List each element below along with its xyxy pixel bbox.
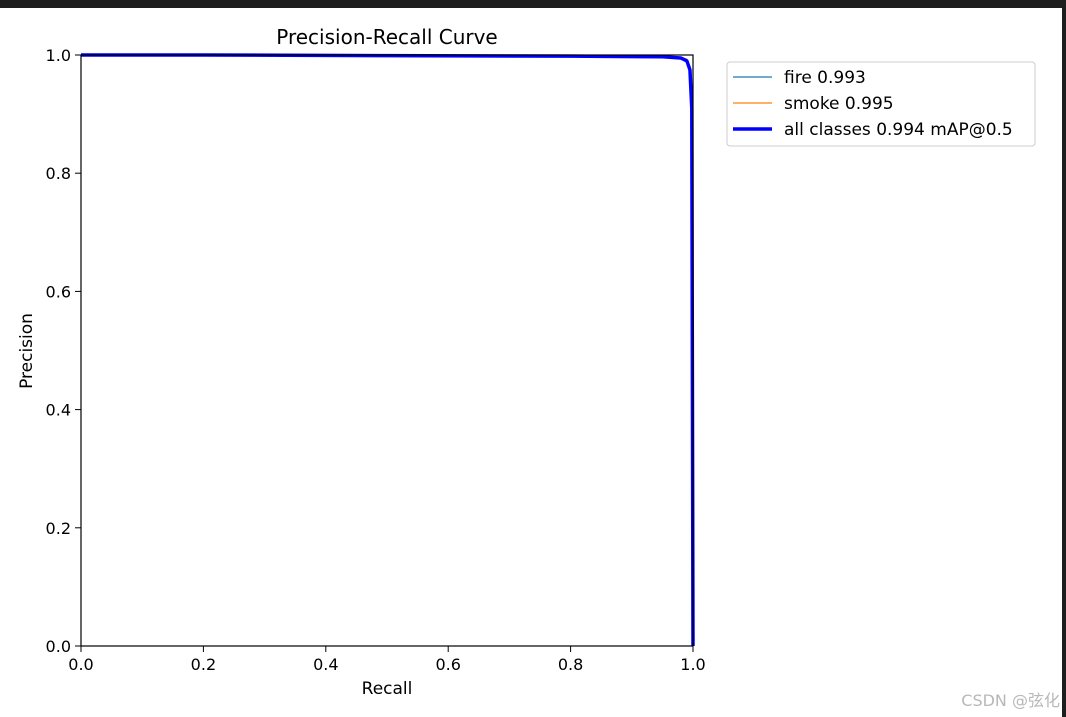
legend-box: [726, 61, 1036, 147]
y-tick-label: 0.4: [46, 401, 71, 420]
legend-label: smoke 0.995: [784, 94, 894, 114]
y-tick-label: 0.6: [46, 282, 71, 301]
x-axis-ticks: 0.0 0.2 0.4 0.6 0.8 1.0: [68, 646, 706, 674]
y-axis-ticks: 0.0 0.2 0.4 0.6 0.8 1.0: [46, 46, 81, 656]
y-axis-label: Precision: [17, 313, 37, 389]
curve-1: [81, 54, 694, 647]
x-tick-label: 1.0: [680, 655, 705, 674]
top-border: [0, 0, 1066, 8]
plot-frame: [80, 54, 694, 647]
chart-title: Precision-Recall Curve: [276, 25, 497, 49]
curves-group: [81, 53, 695, 647]
y-tick-label: 1.0: [46, 46, 71, 65]
y-tick-label: 0.0: [46, 637, 71, 656]
x-axis-label: Recall: [362, 679, 413, 699]
curve-3: [81, 53, 695, 647]
y-tick-label: 0.2: [46, 519, 71, 538]
legend-items: fire 0.993 smoke 0.995 all classes 0.994 m…: [733, 68, 1013, 140]
x-tick-label: 0.4: [313, 655, 338, 674]
legend: fire 0.993 smoke 0.995 all classes 0.994 m…: [726, 61, 1036, 147]
curve-2: [81, 54, 694, 647]
x-tick-label: 0.2: [191, 655, 216, 674]
right-border: [1062, 0, 1066, 717]
x-tick-label: 0.6: [435, 655, 460, 674]
legend-label: fire 0.993: [784, 68, 866, 88]
legend-label: all classes 0.994 mAP@0.5: [784, 120, 1013, 140]
x-tick-label: 0.0: [68, 655, 93, 674]
y-tick-label: 0.8: [46, 164, 71, 183]
x-tick-label: 0.8: [558, 655, 583, 674]
watermark: CSDN @弦化: [961, 691, 1060, 710]
